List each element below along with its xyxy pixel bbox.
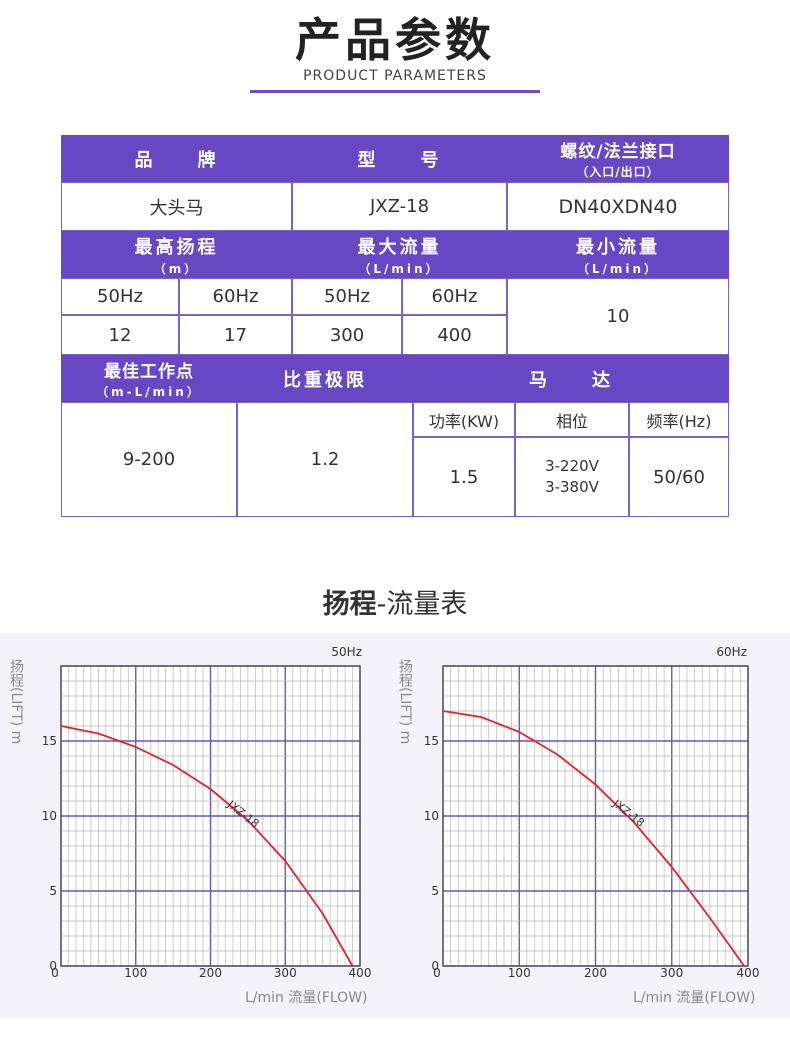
model-value: JXZ-18	[292, 182, 507, 231]
chart-60hz: 0 100 200 300 400 0 5 10 15 60Hz 扬程(LIFT) m L/min 流…	[397, 645, 760, 1006]
plot-area	[442, 665, 749, 967]
x-tick-label: 200	[199, 966, 222, 980]
best-point-header: 最佳工作点 （m-L/min）	[61, 355, 237, 402]
y-tick-label: 5	[431, 884, 439, 898]
best-point-value: 9-200	[61, 402, 237, 517]
flow-freq-60: 60Hz	[402, 278, 507, 315]
x-axis-label: L/min 流量(FLOW)	[245, 990, 368, 1006]
y-axis-label: 扬程(LIFT) m	[8, 659, 24, 744]
x-tick-label: 400	[349, 966, 372, 980]
x-tick-label: 200	[584, 966, 607, 980]
x-tick-label: 100	[124, 966, 147, 980]
gravity-value: 1.2	[237, 402, 413, 517]
head-freq-60: 60Hz	[179, 278, 292, 315]
plot-frame	[60, 665, 361, 967]
brand-value: 大头马	[61, 182, 292, 231]
x-axis-label: L/min 流量(FLOW)	[633, 990, 756, 1006]
model-header: 型 号	[292, 135, 507, 182]
y-tick-label: 10	[424, 809, 439, 823]
head-50-value: 12	[61, 315, 179, 355]
y-tick-label: 0	[49, 959, 57, 973]
head-60-value: 17	[179, 315, 292, 355]
plot-frame	[442, 665, 749, 967]
y-axis-label: 扬程(LIFT) m	[397, 659, 413, 744]
y-tick-label: 15	[42, 734, 57, 748]
power-label: 功率(KW)	[413, 402, 515, 437]
max-head-header: 最高扬程 （m）	[61, 231, 292, 278]
interface-value: DN40XDN40	[507, 182, 729, 231]
y-tick-label: 5	[49, 884, 57, 898]
title-underline	[250, 90, 540, 93]
x-tick-label: 300	[660, 966, 683, 980]
x-tick-label: 0	[51, 966, 59, 980]
chart-50hz: 0 100 200 300 400 0 5 10 15 50Hz 扬程(LIFT) m L/min 流…	[8, 645, 372, 1006]
flow-50-value: 300	[292, 315, 402, 355]
flow-60-value: 400	[402, 315, 507, 355]
x-tick-label: 400	[737, 966, 760, 980]
series-line	[442, 710, 745, 967]
power-value: 1.5	[413, 437, 515, 517]
brand-header: 品 牌	[61, 135, 292, 182]
x-tick-label: 0	[433, 966, 441, 980]
page-subtitle: PRODUCT PARAMETERS	[303, 68, 487, 84]
gravity-header: 比重极限	[237, 355, 413, 402]
chart-title: 60Hz	[716, 645, 747, 659]
phase-label: 相位	[515, 402, 629, 437]
page-title: 产品参数	[295, 13, 495, 67]
plot-area	[60, 665, 361, 967]
frequency-value: 50/60	[629, 437, 729, 517]
interface-header: 螺纹/法兰接口 （入口/出口）	[507, 135, 729, 182]
y-tick-label: 15	[424, 734, 439, 748]
x-tick-label: 300	[274, 966, 297, 980]
max-flow-header: 最大流量 （L/min）	[292, 231, 507, 278]
y-tick-label: 10	[42, 809, 57, 823]
chart-title: 50Hz	[331, 645, 362, 659]
min-flow-header: 最小流量 （L/min）	[507, 231, 729, 278]
y-tick-label: 0	[431, 959, 439, 973]
flow-freq-50: 50Hz	[292, 278, 402, 315]
head-freq-50: 50Hz	[61, 278, 179, 315]
x-tick-label: 100	[508, 966, 531, 980]
min-flow-value: 10	[507, 278, 729, 355]
series-line	[60, 725, 354, 967]
parameter-table: 品 牌 型 号 螺纹/法兰接口 （入口/出口） 大头马 JXZ-18 DN40X…	[61, 135, 729, 517]
section-title: 扬程-流量表	[322, 589, 468, 620]
frequency-label: 频率(Hz)	[629, 402, 729, 437]
motor-header: 马 达	[413, 355, 729, 402]
phase-values: 3-220V 3-380V	[515, 437, 629, 517]
